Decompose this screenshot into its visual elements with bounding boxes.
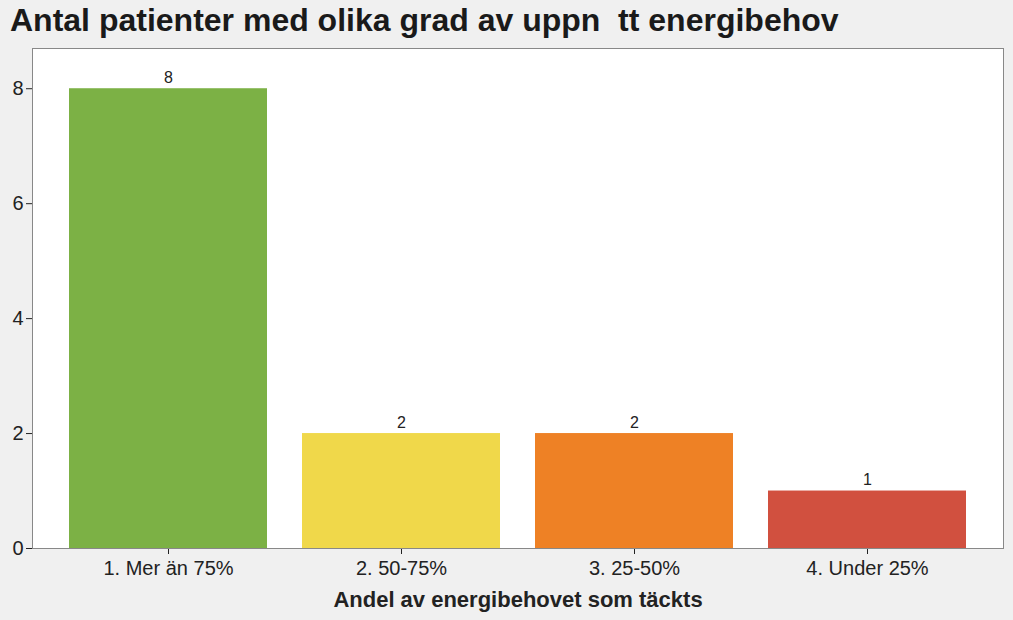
svg-text:2: 2 bbox=[397, 414, 406, 431]
svg-text:2. 50-75%: 2. 50-75% bbox=[356, 557, 447, 579]
svg-text:Andel av energibehovet som täc: Andel av energibehovet som täckts bbox=[333, 587, 702, 612]
svg-text:4. Under 25%: 4. Under 25% bbox=[806, 557, 929, 579]
svg-text:8: 8 bbox=[12, 77, 23, 99]
svg-text:1. Mer än 75%: 1. Mer än 75% bbox=[103, 557, 233, 579]
html-text:Antal patienter med olika grad: Antal patienter med olika grad av uppn t… bbox=[10, 2, 839, 38]
svg-text:2: 2 bbox=[12, 422, 23, 444]
svg-text:3. 25-50%: 3. 25-50% bbox=[589, 557, 680, 579]
svg-text:4: 4 bbox=[12, 307, 23, 329]
svg-text:2: 2 bbox=[630, 414, 639, 431]
svg-text:0: 0 bbox=[12, 537, 23, 559]
svg-text:1: 1 bbox=[863, 471, 872, 488]
svg-text:8: 8 bbox=[164, 69, 173, 86]
svg-text:6: 6 bbox=[12, 192, 23, 214]
